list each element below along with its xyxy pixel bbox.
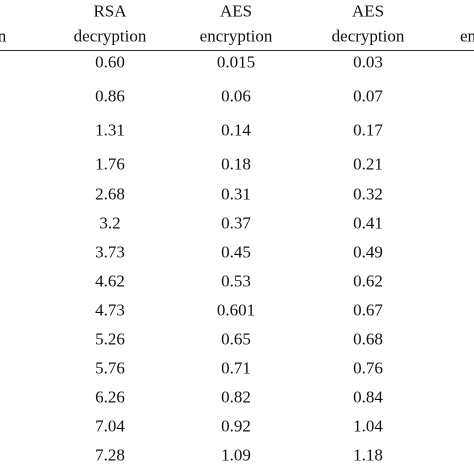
header-cell: AES — [351, 1, 385, 21]
table-cell: 0.45 — [221, 242, 251, 262]
header-rule — [0, 50, 474, 51]
table-cell: 0.76 — [353, 358, 383, 378]
header-cell: decryption — [73, 26, 147, 46]
table-cell: 1.04 — [353, 416, 383, 436]
header-cell: RSA — [93, 1, 127, 21]
header-cell: AES — [219, 1, 253, 21]
table-cell: 4.73 — [95, 300, 125, 320]
table-cell: 0.07 — [353, 86, 383, 106]
table-cell: 0.68 — [353, 329, 383, 349]
table-cell: 0.71 — [221, 358, 251, 378]
table-cell: 0.84 — [353, 387, 383, 407]
table-cell: 0.67 — [353, 300, 383, 320]
table-cell: 0.62 — [353, 271, 383, 291]
table-cell: 0.31 — [221, 184, 251, 204]
table-cell: 0.17 — [353, 120, 383, 140]
table-cell: 5.26 — [95, 329, 125, 349]
header-cell: encryption — [199, 26, 273, 46]
table-cell: 3.73 — [95, 242, 125, 262]
table-cell: 0.82 — [221, 387, 251, 407]
table-cell: 2.68 — [95, 184, 125, 204]
table-cell: 6.26 — [95, 387, 125, 407]
table-cell: 0.06 — [221, 86, 251, 106]
table-cell: 0.60 — [95, 52, 125, 72]
table-cell: 0.03 — [353, 52, 383, 72]
table-cell: 7.28 — [95, 445, 125, 465]
table-cell: 1.31 — [95, 120, 125, 140]
table-cell: 4.62 — [95, 271, 125, 291]
table-cell: 3.2 — [99, 213, 121, 233]
table-cell: 0.015 — [216, 52, 256, 72]
table-cell: 1.18 — [353, 445, 383, 465]
table-cell: 0.65 — [221, 329, 251, 349]
header-cell: n — [0, 26, 7, 46]
table-cell: 0.32 — [353, 184, 383, 204]
table-cell: 5.76 — [95, 358, 125, 378]
header-cell: en — [459, 26, 474, 46]
table-cell: 0.49 — [353, 242, 383, 262]
table-cell: 7.04 — [95, 416, 125, 436]
table-cell: 0.21 — [353, 154, 383, 174]
table-cell: 0.92 — [221, 416, 251, 436]
header-cell: decryption — [331, 26, 405, 46]
table-cell: 1.76 — [95, 154, 125, 174]
table-cell: 1.09 — [221, 445, 251, 465]
table-cell: 0.14 — [221, 120, 251, 140]
table-cell: 0.601 — [216, 300, 256, 320]
table-cell: 0.41 — [353, 213, 383, 233]
table-cell: 0.86 — [95, 86, 125, 106]
table-cell: 0.18 — [221, 154, 251, 174]
table-cell: 0.37 — [221, 213, 251, 233]
table-cell: 0.53 — [221, 271, 251, 291]
